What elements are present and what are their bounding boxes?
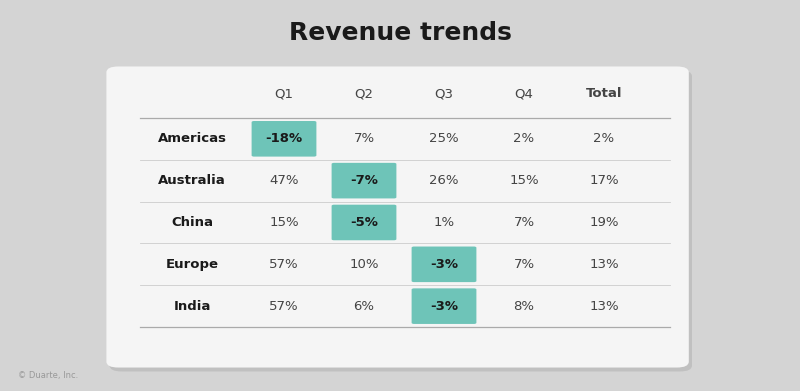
Text: Q2: Q2 — [354, 87, 374, 100]
Text: Q3: Q3 — [434, 87, 454, 100]
Text: 1%: 1% — [434, 216, 454, 229]
FancyBboxPatch shape — [251, 121, 317, 156]
Text: 25%: 25% — [429, 132, 459, 145]
FancyBboxPatch shape — [332, 163, 397, 198]
Text: Q1: Q1 — [274, 87, 294, 100]
Text: 13%: 13% — [589, 258, 619, 271]
Text: -3%: -3% — [430, 300, 458, 313]
Text: -7%: -7% — [350, 174, 378, 187]
Text: 7%: 7% — [354, 132, 374, 145]
FancyBboxPatch shape — [332, 204, 397, 240]
Text: Total: Total — [586, 87, 622, 100]
Text: 7%: 7% — [514, 258, 534, 271]
Text: 47%: 47% — [270, 174, 298, 187]
Text: Revenue trends: Revenue trends — [289, 21, 511, 45]
Text: 17%: 17% — [589, 174, 619, 187]
FancyBboxPatch shape — [412, 246, 477, 282]
Text: 7%: 7% — [514, 216, 534, 229]
Text: Q4: Q4 — [514, 87, 534, 100]
Text: Europe: Europe — [166, 258, 218, 271]
Text: -3%: -3% — [430, 258, 458, 271]
Text: Australia: Australia — [158, 174, 226, 187]
Text: 2%: 2% — [514, 132, 534, 145]
Text: -18%: -18% — [266, 132, 302, 145]
Text: India: India — [174, 300, 210, 313]
Text: 19%: 19% — [590, 216, 618, 229]
Text: 8%: 8% — [514, 300, 534, 313]
Text: 6%: 6% — [354, 300, 374, 313]
FancyBboxPatch shape — [110, 70, 692, 371]
FancyBboxPatch shape — [412, 289, 477, 324]
Text: Americas: Americas — [158, 132, 226, 145]
Text: 15%: 15% — [269, 216, 299, 229]
Text: 57%: 57% — [269, 258, 299, 271]
Text: 13%: 13% — [589, 300, 619, 313]
Text: 26%: 26% — [430, 174, 458, 187]
Text: China: China — [171, 216, 213, 229]
Text: -5%: -5% — [350, 216, 378, 229]
Text: © Duarte, Inc.: © Duarte, Inc. — [18, 371, 78, 380]
Text: 2%: 2% — [594, 132, 614, 145]
Text: 15%: 15% — [509, 174, 539, 187]
Text: 10%: 10% — [350, 258, 378, 271]
FancyBboxPatch shape — [106, 66, 689, 368]
Text: 57%: 57% — [269, 300, 299, 313]
